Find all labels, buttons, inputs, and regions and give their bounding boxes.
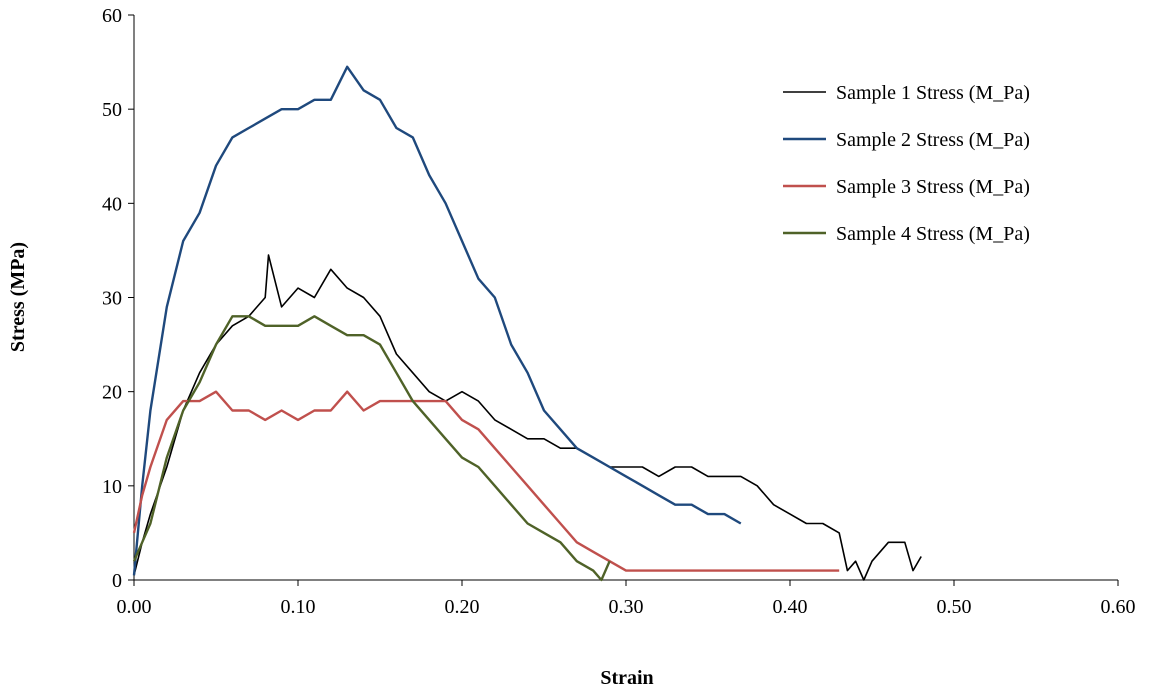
legend-label-sample-4: Sample 4 Stress (M_Pa) [836,223,1030,245]
y-axis-title: Stress (MPa) [7,242,29,352]
legend-label-sample-2: Sample 2 Stress (M_Pa) [836,129,1030,151]
series-line-sample-4 [132,315,611,582]
x-tick-label: 0.60 [1101,596,1136,618]
x-tick-label: 0.30 [609,596,644,618]
x-tick-label: 0.10 [281,596,316,618]
legend-label-sample-3: Sample 3 Stress (M_Pa) [836,176,1030,198]
series-layer [132,65,922,582]
x-tick-label: 0.00 [117,596,152,618]
y-tick-label: 20 [102,382,122,404]
x-tick-label: 0.40 [773,596,808,618]
x-tick-label: 0.20 [445,596,480,618]
axes: 0 10 20 30 40 50 60 0.00 0.10 0.20 0.30 0.40 0.50 0.6… [102,5,1136,618]
series-line-sample-2 [132,65,742,576]
series-line-sample-3 [132,390,840,572]
legend-label-sample-1: Sample 1 Stress (M_Pa) [836,82,1030,104]
y-tick-label: 60 [102,5,122,27]
y-tick-label: 40 [102,193,122,215]
x-axis-title: Strain [600,667,653,689]
x-tick-label: 0.50 [937,596,972,618]
y-tick-label: 30 [102,288,122,310]
y-tick-label: 50 [102,99,122,121]
legend: Sample 1 Stress (M_Pa) Sample 2 Stress (M… [783,82,1030,245]
series-line-sample-1 [133,254,922,581]
y-tick-label: 0 [112,570,122,592]
y-tick-label: 10 [102,476,122,498]
